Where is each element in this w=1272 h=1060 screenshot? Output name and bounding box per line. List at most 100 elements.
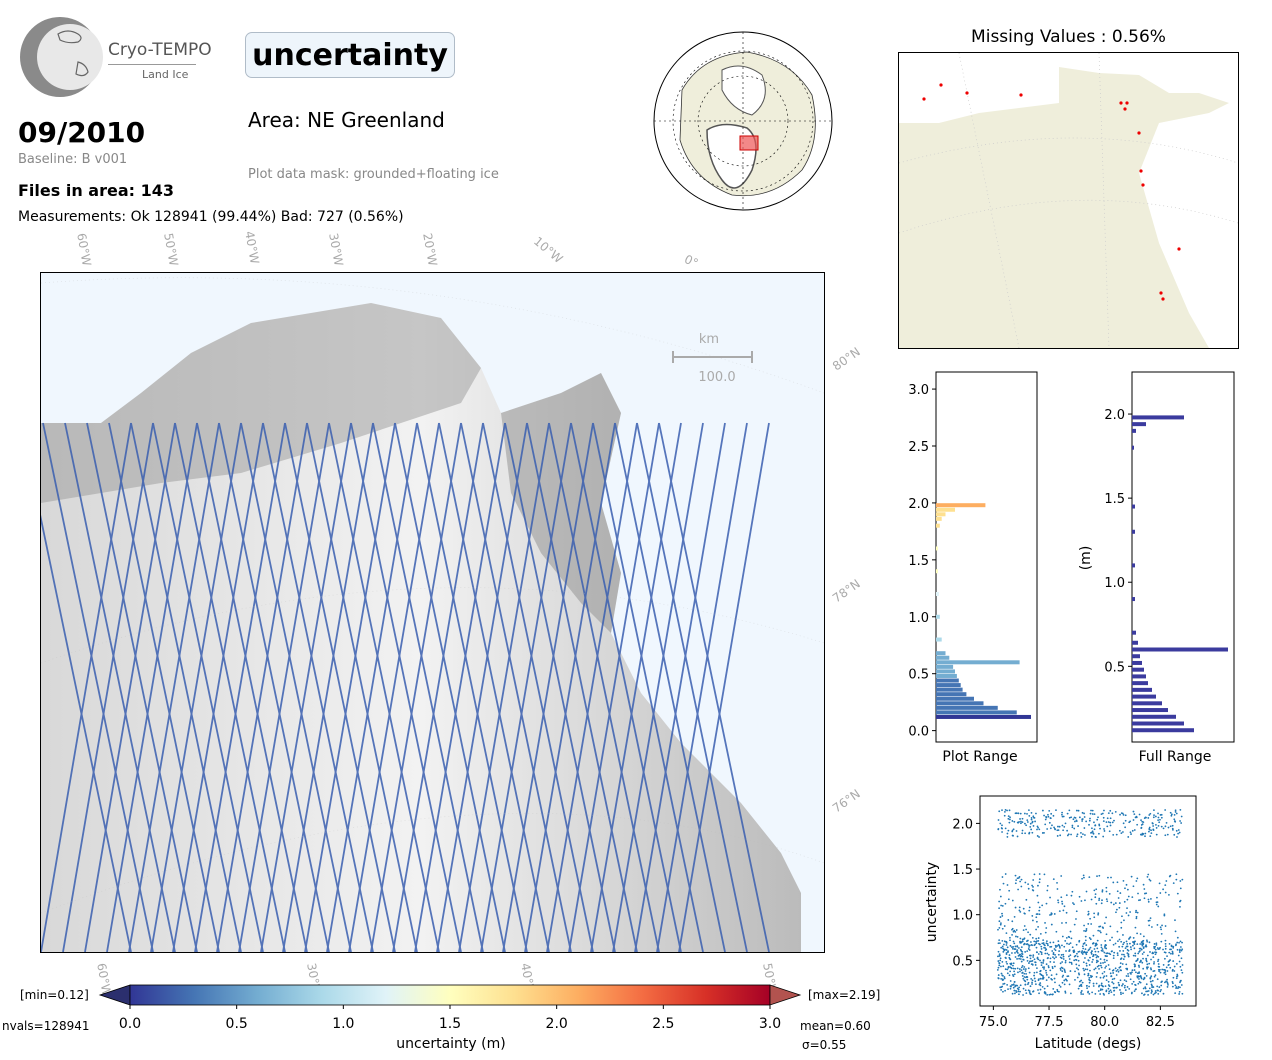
scatter-point bbox=[1146, 954, 1149, 957]
scatter-point bbox=[1094, 967, 1097, 970]
scatter-point bbox=[1170, 813, 1173, 816]
track-line bbox=[240, 422, 352, 952]
track-line bbox=[438, 422, 550, 952]
scatter-point bbox=[1019, 955, 1022, 958]
scatter-point bbox=[1000, 922, 1002, 925]
scatter-point bbox=[1136, 877, 1139, 880]
scatter-point bbox=[1053, 826, 1055, 829]
track-line bbox=[262, 422, 374, 952]
scalebar-value: 100.0 bbox=[698, 370, 735, 385]
scatter-point bbox=[1162, 827, 1165, 830]
scatter-point bbox=[1015, 929, 1018, 931]
scatter-point bbox=[1114, 810, 1117, 813]
scatter-point bbox=[1143, 994, 1145, 996]
scatter-point bbox=[1147, 873, 1150, 876]
scatter-point bbox=[1134, 926, 1137, 929]
scatter-point bbox=[1148, 826, 1151, 829]
scatter-point bbox=[1153, 947, 1156, 950]
scatter-point bbox=[1025, 972, 1028, 975]
scatter-point bbox=[1059, 967, 1062, 970]
scatter-point bbox=[1169, 966, 1172, 969]
scatter-point bbox=[1068, 958, 1071, 960]
scatter-point bbox=[1101, 889, 1104, 892]
scatter-point bbox=[1079, 984, 1082, 987]
track-line bbox=[524, 422, 616, 952]
scatter-point bbox=[1088, 964, 1091, 966]
scatter-point bbox=[1174, 984, 1177, 987]
scatter-point bbox=[1101, 926, 1104, 929]
scatter-point bbox=[1171, 968, 1174, 971]
scatter-point bbox=[1173, 833, 1176, 836]
main-map[interactable]: km 100.0 bbox=[40, 272, 825, 953]
scatter-point bbox=[1069, 954, 1072, 957]
track-line bbox=[372, 422, 484, 952]
scatter-point bbox=[1041, 809, 1044, 812]
scatter-point bbox=[1099, 962, 1102, 965]
scatter-point bbox=[1141, 832, 1144, 835]
scatter-point bbox=[1057, 825, 1059, 828]
scatter-point bbox=[1028, 906, 1031, 909]
scatter-point bbox=[1107, 821, 1110, 823]
track-line bbox=[64, 422, 176, 952]
scatter-point bbox=[1140, 826, 1143, 829]
scatter-point bbox=[1177, 829, 1180, 831]
scatter-point bbox=[1150, 989, 1153, 992]
scatter-point bbox=[1150, 992, 1153, 994]
scatter-point bbox=[1037, 901, 1040, 904]
scatter-point bbox=[1074, 970, 1076, 973]
scatter-point bbox=[1060, 896, 1063, 899]
scatter-point bbox=[1102, 976, 1105, 979]
scatter-point bbox=[1032, 825, 1035, 827]
track-line bbox=[172, 422, 264, 952]
scatter-point bbox=[1073, 923, 1076, 926]
scatter-point bbox=[1180, 969, 1183, 972]
scatter-point bbox=[1152, 829, 1155, 831]
scatter-point bbox=[1154, 953, 1157, 956]
scatter-point bbox=[1052, 956, 1054, 959]
scatter-point bbox=[1002, 947, 1004, 950]
scatter-point bbox=[1155, 823, 1157, 826]
scatter-point bbox=[1015, 879, 1018, 882]
scatter-point bbox=[1179, 887, 1182, 890]
scatter-point bbox=[1046, 985, 1049, 988]
cryo-tempo-logo bbox=[20, 17, 103, 97]
scatter-point bbox=[1147, 993, 1149, 996]
scatter-point bbox=[1173, 965, 1176, 968]
scatter-point bbox=[1095, 982, 1098, 985]
scatter-point bbox=[1064, 940, 1067, 942]
scatter-point bbox=[1037, 925, 1040, 928]
scatter-point bbox=[1078, 964, 1080, 967]
scatter-point bbox=[1116, 930, 1119, 933]
scatter-point bbox=[1035, 946, 1038, 949]
scatter-point bbox=[1176, 973, 1179, 976]
missing-values-map[interactable] bbox=[898, 52, 1239, 349]
scatter-point bbox=[1101, 948, 1104, 950]
scatter-point bbox=[1050, 912, 1053, 915]
scatter-point bbox=[1150, 968, 1153, 971]
scatter-point bbox=[1080, 990, 1083, 992]
hist-bar bbox=[936, 714, 1031, 719]
scatter-point bbox=[1063, 968, 1066, 971]
scatter-point bbox=[1157, 819, 1160, 822]
scatter-point bbox=[1173, 970, 1176, 972]
missing-dot bbox=[1139, 169, 1143, 173]
scatter-point bbox=[1160, 928, 1163, 931]
scatter-point bbox=[1163, 971, 1166, 974]
scatter-point bbox=[1089, 817, 1091, 820]
scatter-point bbox=[1056, 881, 1058, 884]
hist-bar bbox=[936, 710, 1017, 715]
scatter-point bbox=[1071, 890, 1074, 893]
missing-dot bbox=[1137, 131, 1141, 135]
scatter-point bbox=[1001, 876, 1004, 878]
scatter-point bbox=[1098, 967, 1100, 970]
scatter-point bbox=[1129, 831, 1132, 834]
scatter-point bbox=[999, 916, 1002, 918]
scatter-point bbox=[1009, 980, 1012, 982]
scatter-point bbox=[1098, 897, 1101, 900]
scatter-point bbox=[1023, 966, 1026, 968]
scatter-point bbox=[1180, 979, 1182, 982]
scatter-point bbox=[1063, 979, 1066, 982]
scatter-point bbox=[1092, 832, 1095, 835]
scatter-point bbox=[1105, 821, 1108, 824]
scatter-point bbox=[1062, 829, 1065, 832]
